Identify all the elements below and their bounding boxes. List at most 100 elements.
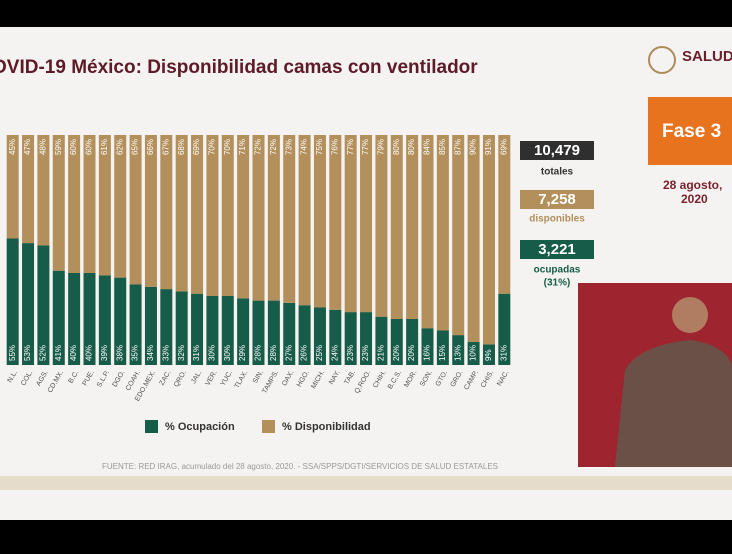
bar-segment: [313, 135, 326, 308]
legend-swatch: [262, 420, 275, 433]
bar-segment: [22, 243, 35, 365]
bar-segment: [406, 135, 419, 319]
value-label: 60%: [69, 139, 78, 155]
bar-segment: [6, 238, 19, 365]
value-label: 55%: [8, 345, 17, 361]
value-label: 13%: [453, 345, 462, 361]
value-label: 59%: [54, 139, 63, 155]
bar-segment: [114, 135, 127, 278]
value-label: 20%: [392, 345, 401, 361]
stat-box: [520, 141, 594, 160]
bar-segment: [298, 305, 311, 365]
bar-segment: [37, 245, 50, 365]
legend-swatch: [145, 420, 158, 433]
phase-box: [648, 97, 732, 165]
bar-segment: [83, 135, 96, 273]
bar-segment: [206, 296, 219, 365]
value-label: 75%: [315, 139, 324, 155]
bar-segment: [482, 135, 495, 345]
value-label: 40%: [69, 345, 78, 361]
value-label: 41%: [54, 345, 63, 361]
value-label: 68%: [177, 139, 186, 155]
value-label: 40%: [85, 345, 94, 361]
value-label: 80%: [407, 139, 416, 155]
slide-title: OVID-19 México: Disponibilidad camas con…: [0, 57, 478, 78]
value-label: 28%: [269, 345, 278, 361]
stat-value: 7,258: [538, 191, 576, 208]
bar-segment: [313, 307, 326, 365]
bar-segment: [482, 344, 495, 365]
bar-segment: [160, 289, 173, 365]
bar-segment: [191, 293, 204, 365]
bar-segment: [221, 296, 234, 365]
value-label: 34%: [146, 345, 155, 361]
bar-segment: [98, 275, 111, 365]
value-label: 26%: [300, 345, 309, 361]
bar-segment: [390, 135, 403, 319]
value-label: 9%: [484, 349, 493, 361]
value-label: 67%: [161, 139, 170, 155]
value-label: 87%: [453, 139, 462, 155]
value-label: 66%: [146, 139, 155, 155]
bar-segment: [206, 135, 219, 296]
bar-segment: [421, 135, 434, 329]
value-label: 61%: [100, 139, 109, 155]
value-label: 70%: [223, 139, 232, 155]
value-label: 72%: [269, 139, 278, 155]
bar-segment: [421, 328, 434, 365]
value-label: 32%: [177, 345, 186, 361]
bar-segment: [329, 309, 342, 365]
bar-segment: [160, 135, 173, 290]
bar-segment: [83, 273, 96, 365]
bar-segment: [37, 135, 50, 246]
bar-segment: [114, 277, 127, 365]
bar-segment: [344, 312, 357, 365]
value-label: 71%: [238, 139, 247, 155]
bar-segment: [237, 298, 250, 365]
bar-segment: [375, 135, 388, 317]
value-label: 10%: [469, 345, 478, 361]
stat-label: ocupadas: [534, 265, 581, 276]
value-label: 74%: [300, 139, 309, 155]
value-label: 85%: [438, 139, 447, 155]
stat-label: disponibles: [529, 214, 585, 225]
value-label: 79%: [377, 139, 386, 155]
value-label: 28%: [254, 345, 263, 361]
value-label: 25%: [315, 345, 324, 361]
bar-segment: [252, 135, 265, 301]
value-label: 16%: [423, 345, 432, 361]
bar-segment: [436, 330, 449, 365]
value-label: 90%: [469, 139, 478, 155]
bar-segment: [175, 135, 188, 292]
value-label: 15%: [438, 345, 447, 361]
value-label: 30%: [223, 345, 232, 361]
bar-segment: [129, 135, 142, 285]
value-label: 62%: [115, 139, 124, 155]
footer-band: [0, 476, 732, 490]
value-label: 47%: [23, 139, 32, 155]
value-label: 35%: [131, 345, 140, 361]
date-line: 2020: [681, 192, 708, 206]
value-label: 33%: [161, 345, 170, 361]
logo-text: SALUD: [682, 48, 732, 65]
bar-segment: [467, 342, 480, 365]
bar-segment: [498, 135, 511, 294]
bar-segment: [436, 135, 449, 331]
value-label: 23%: [361, 345, 370, 361]
bar-segment: [467, 135, 480, 342]
bar-segment: [52, 135, 65, 271]
value-label: 84%: [423, 139, 432, 155]
value-label: 70%: [208, 139, 217, 155]
value-label: 76%: [330, 139, 339, 155]
footer-source: FUENTE: RED IRAG, acumulado del 28 agost…: [102, 462, 498, 471]
bar-segment: [175, 291, 188, 365]
bar-segment: [452, 335, 465, 365]
value-label: 77%: [361, 139, 370, 155]
value-label: 31%: [499, 345, 508, 361]
bar-segment: [52, 270, 65, 365]
bar-segment: [68, 273, 81, 365]
value-label: 24%: [330, 345, 339, 361]
bar-segment: [98, 135, 111, 276]
logo-emblem: [648, 46, 676, 74]
value-label: 45%: [8, 139, 17, 155]
